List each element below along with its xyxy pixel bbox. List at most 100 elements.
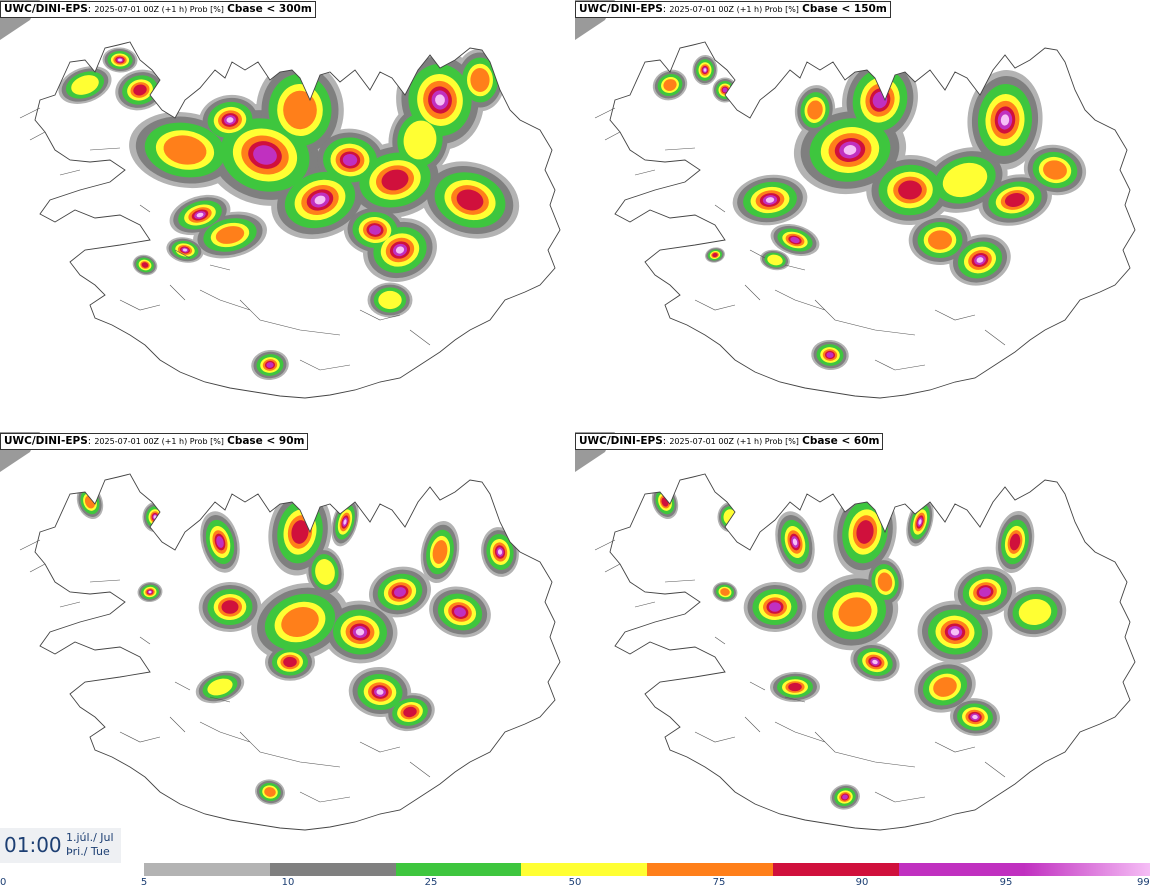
colorbar-tick-label: 5: [140, 877, 148, 888]
prob-contour: [315, 559, 335, 585]
prob-contour: [221, 600, 239, 614]
colorbar-segment: [1024, 863, 1150, 876]
map-panel-300m: UWC/DINI-EPS: 2025-07-01 00Z (+1 h) Prob…: [0, 0, 575, 430]
prob-contour: [226, 117, 234, 123]
colorbar-segment: [647, 863, 774, 876]
colorbar-segment: [772, 863, 899, 876]
prob-contour: [497, 549, 503, 555]
colorbar-tick-label: 99: [1137, 877, 1150, 888]
prob-contour: [342, 153, 358, 167]
colorbar-tick-label: 0: [0, 877, 7, 888]
prob-contour: [807, 100, 823, 120]
map-iceland-90m: [0, 432, 561, 831]
prob-contour: [378, 290, 402, 310]
probability-field: [76, 485, 519, 805]
prob-contour: [215, 226, 245, 244]
prob-contour: [928, 230, 952, 250]
valid-date: 1.júl./ Jul Þri./ Tue: [66, 831, 114, 859]
date-line-1: 1.júl./ Jul: [66, 831, 114, 844]
prob-contour: [118, 58, 122, 62]
colorbar-tick-label: 75: [712, 877, 726, 888]
prob-contour: [792, 538, 798, 546]
panel-title: UWC/DINI-EPS: 2025-07-01 00Z (+1 h) Prob…: [0, 1, 316, 18]
map-iceland-150m: [575, 0, 1136, 399]
prob-contour: [1009, 533, 1021, 551]
coastline: [34, 41, 561, 399]
prob-contour: [898, 180, 922, 200]
prob-contour: [314, 195, 326, 205]
colorbar-segment: [521, 863, 648, 876]
prob-contour: [182, 248, 188, 252]
prob-contour: [394, 587, 406, 597]
prob-contour: [432, 540, 448, 564]
map-panel-150m: UWC/DINI-EPS: 2025-07-01 00Z (+1 h) Prob…: [575, 0, 1150, 430]
prob-contour: [972, 714, 978, 720]
prob-contour: [381, 169, 409, 191]
prob-contour: [856, 520, 874, 544]
prob-contour: [788, 682, 802, 692]
road-lines: [19, 107, 431, 371]
map-iceland-60m: [575, 432, 1136, 831]
prob-contour: [1043, 160, 1067, 180]
prob-contour: [216, 536, 224, 548]
prob-contour: [163, 135, 207, 165]
prob-contour: [470, 68, 490, 92]
prob-contour: [281, 607, 319, 637]
prob-contour: [976, 257, 984, 263]
colorbar-tick-label: 50: [568, 877, 582, 888]
prob-contour: [266, 362, 274, 368]
colorbar-tick-label: 10: [281, 877, 295, 888]
prob-contour: [403, 120, 437, 160]
prob-contour: [769, 602, 781, 612]
prob-contour: [1000, 114, 1010, 126]
prob-contour: [767, 254, 783, 266]
prob-contour: [196, 212, 204, 218]
probability-field: [651, 485, 1067, 810]
colorbar-segment: [144, 863, 271, 876]
run-info: 2025-07-01 00Z (+1 h) Prob [%]: [94, 437, 224, 446]
model-name: UWC/DINI-EPS: [4, 3, 88, 15]
prob-contour: [663, 79, 677, 91]
colorbar-segment: [395, 863, 522, 876]
prob-contour: [207, 678, 233, 696]
model-name: UWC/DINI-EPS: [579, 3, 663, 15]
prob-contour: [790, 236, 800, 244]
valid-time-box: 01:00 1.júl./ Jul Þri./ Tue: [0, 828, 121, 863]
prob-contour: [918, 519, 922, 525]
colorbar-segment: [269, 863, 396, 876]
prob-contour: [942, 162, 988, 198]
prob-contour: [1018, 598, 1052, 626]
prob-contour: [456, 189, 484, 211]
variable-name: Cbase < 60m: [802, 435, 880, 447]
colorbar-tick-label: 95: [999, 877, 1013, 888]
prob-contour: [343, 519, 347, 525]
prob-contour: [283, 90, 317, 130]
prob-contour: [376, 689, 384, 695]
colorbar-tick-label: 25: [424, 877, 438, 888]
coastline: [34, 473, 561, 831]
prob-contour: [712, 252, 718, 258]
valid-time: 01:00: [4, 833, 62, 857]
model-name: UWC/DINI-EPS: [579, 435, 663, 447]
prob-contour: [454, 607, 466, 617]
prob-contour: [148, 590, 152, 594]
coastline: [609, 41, 1136, 399]
prob-contour: [765, 197, 775, 203]
prob-contour: [872, 659, 878, 665]
run-info: 2025-07-01 00Z (+1 h) Prob [%]: [94, 5, 224, 14]
prob-contour: [133, 84, 147, 96]
prob-contour: [843, 145, 857, 155]
map-iceland-300m: [0, 0, 561, 399]
prob-contour: [253, 145, 277, 165]
prob-contour: [933, 677, 957, 697]
probability-field: [652, 55, 1087, 371]
variable-name: Cbase < 150m: [802, 3, 887, 15]
variable-name: Cbase < 300m: [227, 3, 312, 15]
prob-contour: [355, 628, 365, 636]
colorbar: [144, 863, 1150, 876]
run-info: 2025-07-01 00Z (+1 h) Prob [%]: [669, 437, 799, 446]
panel-title: UWC/DINI-EPS: 2025-07-01 00Z (+1 h) Prob…: [0, 433, 309, 450]
probability-field: [58, 47, 520, 381]
variable-name: Cbase < 90m: [227, 435, 305, 447]
prob-contour: [369, 225, 381, 235]
